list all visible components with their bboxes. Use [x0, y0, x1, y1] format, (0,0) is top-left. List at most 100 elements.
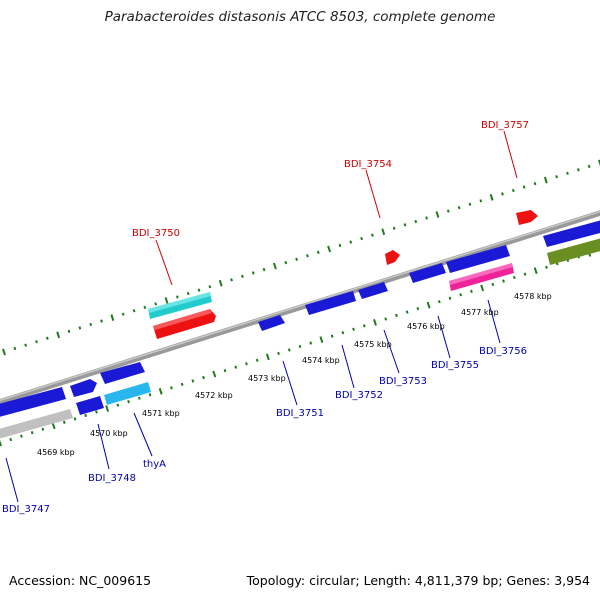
gene-label-bdi-3750[interactable]: BDI_3750 — [132, 228, 180, 239]
outer-minor-tick — [176, 295, 179, 299]
gene-label-bdi-3748[interactable]: BDI_3748 — [88, 473, 136, 484]
outer-minor-tick — [360, 237, 363, 241]
inner-major-tick — [480, 284, 485, 292]
gene-feature-thya[interactable] — [104, 382, 151, 405]
gene-label-bdi-3754[interactable]: BDI_3754 — [344, 159, 392, 170]
gene-feature-bdi-3756-pink[interactable] — [449, 263, 514, 291]
gene-feature-bdi-3753[interactable] — [358, 282, 388, 299]
outer-major-tick — [218, 279, 223, 287]
inner-major-tick — [0, 439, 2, 447]
outer-minor-tick — [371, 233, 374, 237]
gene-label-bdi-3755[interactable]: BDI_3755 — [431, 360, 479, 371]
inner-major-tick — [265, 353, 270, 361]
outer-minor-tick — [284, 260, 288, 265]
gene-feature-bdi-3757[interactable] — [516, 210, 538, 225]
outer-minor-tick — [446, 209, 450, 213]
scale-label-4573: 4573 kbp — [248, 374, 286, 383]
gene-feature-bdi-3756-blue[interactable] — [446, 245, 510, 273]
inner-minor-tick — [545, 265, 548, 269]
gene-feature-bdi-3750-red[interactable] — [153, 309, 216, 339]
gene-label-bdi-3752[interactable]: BDI_3752 — [335, 390, 383, 401]
inner-minor-tick — [20, 434, 23, 438]
outer-minor-tick — [100, 319, 103, 323]
inner-minor-tick — [95, 410, 98, 414]
outer-major-tick — [381, 228, 386, 236]
outer-minor-tick — [392, 226, 396, 230]
outer-minor-tick — [13, 346, 17, 351]
gene-label-bdi-3751[interactable]: BDI_3751 — [276, 408, 324, 419]
gene-feature-bdi-3750-cyan[interactable] — [148, 292, 212, 319]
gene-feature-small-blue-1[interactable] — [70, 379, 97, 397]
inner-minor-tick — [148, 393, 152, 397]
outer-minor-tick — [566, 171, 569, 175]
inner-minor-tick — [255, 358, 259, 362]
inner-minor-tick — [502, 279, 505, 283]
gene-label-bdi-3747[interactable]: BDI_3747 — [2, 504, 50, 515]
inner-major-tick — [533, 267, 538, 275]
scale-label-4571: 4571 kbp — [142, 409, 180, 418]
gene-label-bdi-3753[interactable]: BDI_3753 — [379, 376, 427, 387]
outer-minor-tick — [587, 164, 591, 169]
gene-feature-bdi-3748b[interactable] — [100, 362, 145, 384]
inner-major-tick — [426, 301, 431, 309]
inner-minor-tick — [9, 437, 13, 442]
gene-feature-bdi-3755[interactable] — [409, 263, 446, 283]
inner-minor-tick — [405, 310, 409, 314]
outer-minor-tick — [555, 175, 559, 179]
outer-major-tick — [327, 245, 332, 253]
gene-feature-right-blue[interactable] — [543, 220, 600, 247]
inner-major-tick — [158, 387, 163, 395]
outer-minor-tick — [425, 216, 428, 220]
inner-minor-tick — [298, 344, 302, 349]
scale-label-4578: 4578 kbp — [514, 292, 552, 301]
outer-major-tick — [164, 297, 169, 304]
gene-feature-bdi-3752[interactable] — [305, 291, 356, 315]
outer-major-tick — [110, 314, 115, 321]
outer-major-tick — [543, 176, 548, 184]
gene-feature-bdi-3748[interactable] — [76, 396, 104, 415]
inner-minor-tick — [84, 413, 88, 418]
inner-minor-tick — [330, 334, 334, 338]
outer-minor-tick — [154, 302, 158, 306]
scale-label-4574: 4574 kbp — [302, 356, 340, 365]
outer-minor-tick — [295, 257, 298, 261]
inner-major-tick — [51, 422, 56, 430]
outer-scale-ticks — [2, 159, 600, 356]
outer-minor-tick — [468, 202, 472, 206]
outer-minor-tick — [186, 291, 190, 296]
gene-feature-right-olive[interactable] — [547, 238, 600, 265]
outer-major-tick — [2, 348, 6, 356]
scale-label-4572: 4572 kbp — [195, 391, 233, 400]
gene-label-thya[interactable]: thyA — [143, 459, 166, 470]
outer-minor-tick — [132, 309, 136, 313]
outer-minor-tick — [251, 271, 255, 275]
gene-feature-bdi-3751[interactable] — [258, 315, 285, 331]
scale-label-4569: 4569 kbp — [37, 448, 75, 457]
outer-minor-tick — [197, 288, 201, 292]
outer-minor-tick — [24, 343, 28, 347]
forward-strand-features — [148, 210, 538, 339]
outer-minor-tick — [241, 274, 244, 278]
inner-minor-tick — [523, 272, 527, 276]
inner-minor-tick — [245, 362, 248, 366]
outer-minor-tick — [208, 285, 212, 289]
outer-minor-tick — [35, 340, 38, 344]
reverse-gene-labels: BDI_3747 BDI_3748 thyA BDI_3751 BDI_3752… — [2, 346, 527, 515]
gene-label-bdi-3756[interactable]: BDI_3756 — [479, 346, 527, 357]
outer-minor-tick — [511, 188, 515, 193]
inner-minor-tick — [491, 282, 495, 287]
gene-feature-bdi-3747-gray[interactable] — [0, 409, 73, 439]
outer-minor-tick — [67, 329, 71, 333]
outer-major-tick — [56, 331, 61, 339]
gene-label-bdi-3757[interactable]: BDI_3757 — [481, 120, 529, 131]
gene-feature-bdi-3754[interactable] — [385, 250, 400, 265]
inner-minor-tick — [180, 382, 184, 387]
outer-minor-tick — [349, 240, 353, 244]
outer-minor-tick — [143, 305, 147, 310]
outer-minor-tick — [89, 322, 93, 327]
gene-feature-bdi-3747[interactable] — [0, 387, 66, 417]
outer-minor-tick — [121, 312, 125, 316]
inner-minor-tick — [470, 289, 473, 294]
inner-minor-tick — [352, 327, 355, 331]
